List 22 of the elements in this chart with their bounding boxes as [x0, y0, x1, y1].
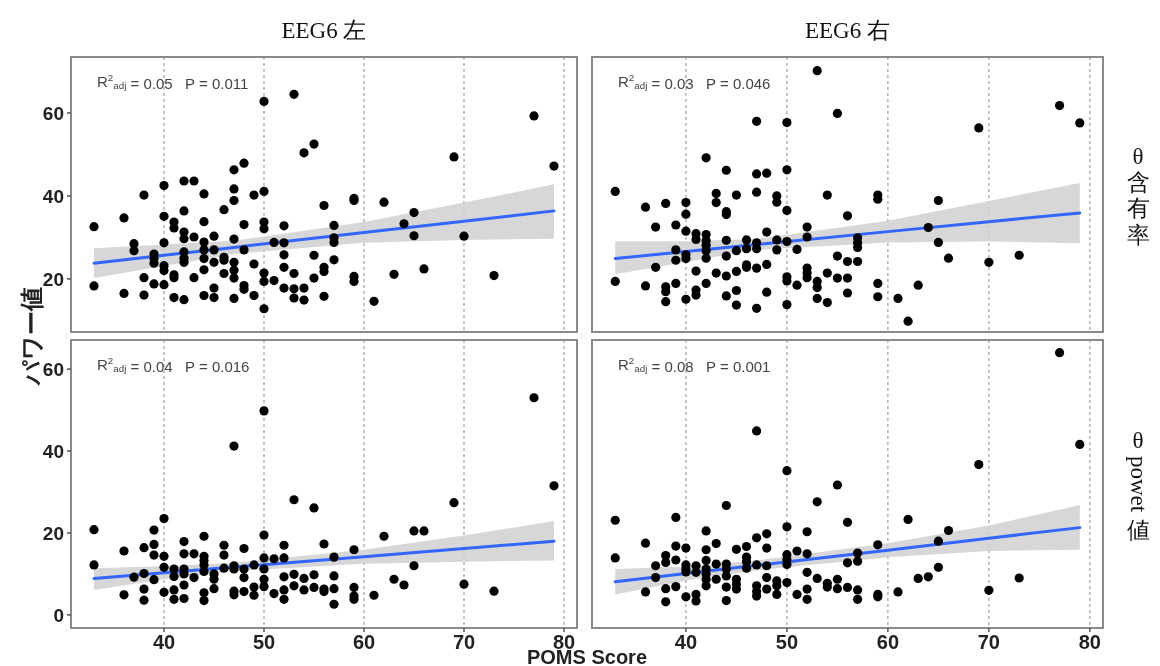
text: θ powet 値: [1126, 427, 1152, 543]
y-tick-label: 40: [42, 441, 64, 463]
y-tick-label: 0: [53, 604, 64, 626]
line-series: [92, 209, 556, 265]
y-tick-label: 20: [42, 522, 64, 544]
x-tick-label: 50: [775, 631, 799, 653]
text: θ含有率: [1126, 143, 1150, 248]
y-tick-label: 40: [42, 185, 64, 207]
line-series: [92, 539, 556, 580]
y-tick-label: 20: [42, 268, 64, 290]
x-tick-label: 80: [1078, 631, 1101, 653]
x-tick-label: 60: [352, 631, 376, 653]
y-tick-label: 60: [42, 359, 64, 381]
x-tick-label: 50: [252, 631, 276, 653]
chart-title: EEG6 左: [281, 18, 367, 43]
chart-title: EEG6 右: [805, 18, 890, 43]
x-tick-label: 40: [674, 631, 698, 653]
x-tick-label: 70: [977, 631, 1001, 653]
x-tick-label: 60: [876, 631, 900, 653]
y-tick-label: 60: [42, 103, 64, 124]
x-tick-label: 70: [452, 631, 476, 653]
x-tick-label: 40: [152, 631, 176, 653]
